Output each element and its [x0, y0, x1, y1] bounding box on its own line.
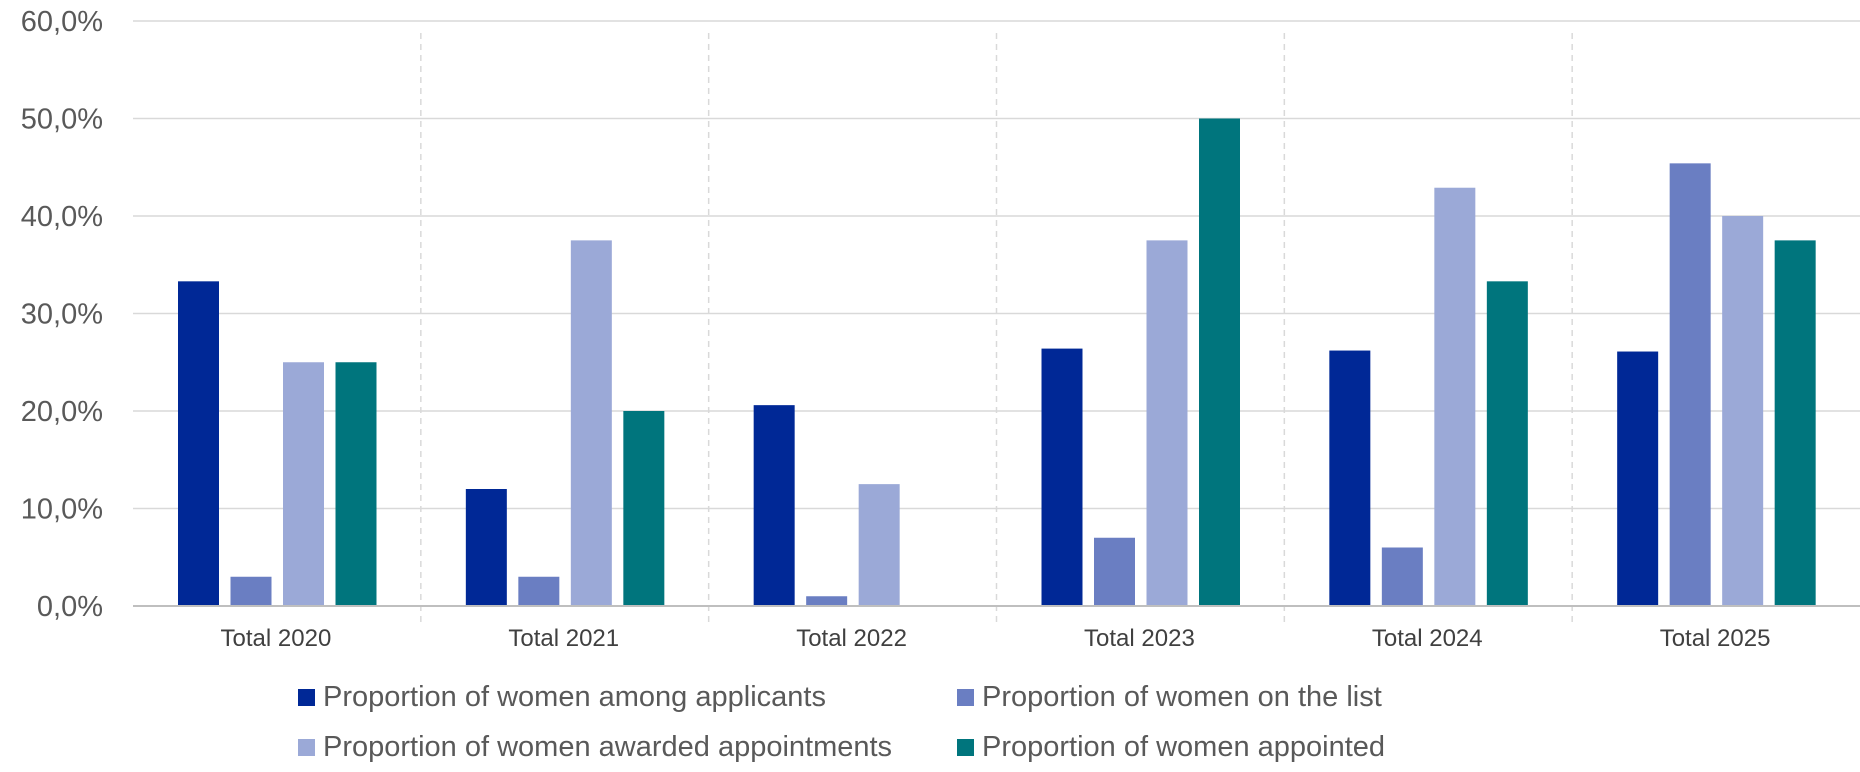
bar [1329, 350, 1371, 606]
bar [623, 411, 665, 606]
axes: 0,0% 10,0% 20,0% 30,0% 40,0% 50,0% 60,0% Total … [21, 6, 1860, 652]
bar [178, 281, 219, 606]
y-tick-label: 60,0% [21, 6, 103, 38]
x-tick-label: Total 2022 [796, 625, 907, 652]
legend-swatch-appointed [957, 738, 974, 756]
legend-swatch-on-list [957, 688, 974, 706]
legend-item-applicants: Proportion of women among applicants [298, 681, 957, 714]
legend-swatch-awarded [298, 738, 315, 756]
legend-label-appointed: Proportion of women appointed [982, 730, 1386, 763]
legend-swatch-applicants [298, 688, 315, 706]
legend-label-awarded: Proportion of women awarded appointments [323, 730, 893, 763]
bar [1094, 537, 1135, 606]
bar [518, 576, 560, 606]
bar [1722, 216, 1764, 606]
bar [1146, 240, 1188, 606]
bar [283, 362, 324, 606]
x-tick-label: Total 2023 [1084, 625, 1195, 652]
y-tick-label: 0,0% [37, 591, 103, 623]
legend-item-appointed: Proportion of women appointed [957, 731, 1385, 764]
bar [465, 489, 507, 606]
bar [230, 576, 272, 606]
bar [1486, 281, 1528, 606]
x-tick-label: Total 2021 [508, 625, 619, 652]
y-tick-label: 40,0% [21, 201, 103, 233]
legend-label-on-list: Proportion of women on the list [982, 680, 1382, 713]
bar [1617, 351, 1659, 606]
bar [753, 405, 795, 606]
bar [335, 362, 377, 606]
y-tick-label: 30,0% [21, 299, 103, 331]
legend-row: Proportion of women among applicants Pro… [298, 672, 1498, 722]
bar [1774, 240, 1816, 606]
bar [858, 484, 900, 606]
legend-label-applicants: Proportion of women among applicants [323, 680, 826, 713]
bar [570, 240, 612, 606]
bar [1381, 547, 1423, 606]
bar [1669, 163, 1711, 606]
y-tick-label: 10,0% [21, 494, 103, 526]
x-tick-label: Total 2020 [221, 625, 332, 652]
bar [1041, 348, 1083, 606]
x-tick-label: Total 2025 [1660, 625, 1771, 652]
legend-item-awarded: Proportion of women awarded appointments [298, 731, 957, 764]
legend: Proportion of women among applicants Pro… [298, 672, 1498, 772]
legend-item-on-list: Proportion of women on the list [957, 681, 1382, 714]
bars [178, 118, 1816, 606]
x-tick-label: Total 2024 [1372, 625, 1483, 652]
y-tick-label: 50,0% [21, 104, 103, 136]
bar [806, 596, 848, 606]
bar [1434, 187, 1476, 606]
legend-row: Proportion of women awarded appointments… [298, 722, 1498, 772]
y-tick-label: 20,0% [21, 396, 103, 428]
bar [1199, 118, 1240, 606]
